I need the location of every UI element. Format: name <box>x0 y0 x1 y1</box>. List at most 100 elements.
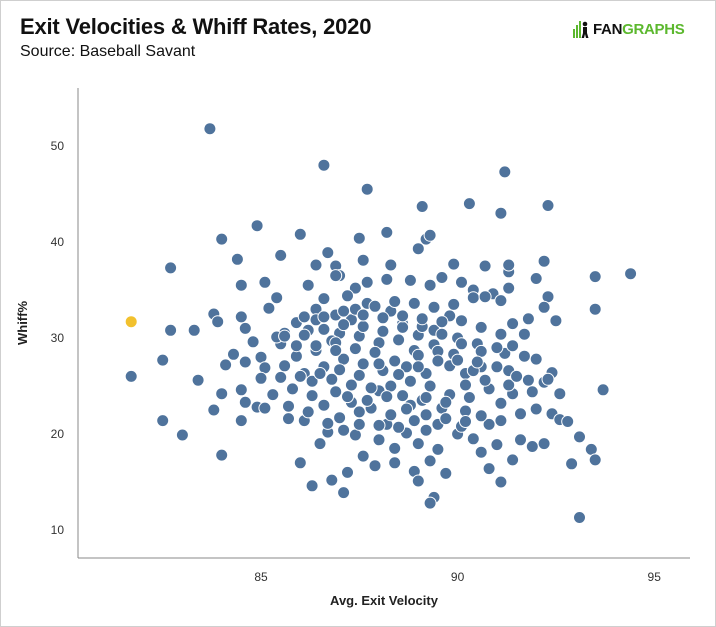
data-point[interactable] <box>270 291 284 305</box>
data-point[interactable] <box>624 267 638 281</box>
data-point[interactable] <box>537 300 551 314</box>
data-point[interactable] <box>187 323 201 337</box>
data-point[interactable] <box>219 358 233 372</box>
data-point[interactable] <box>380 272 394 286</box>
data-point[interactable] <box>305 374 319 388</box>
data-point[interactable] <box>305 389 319 403</box>
data-point[interactable] <box>494 206 508 220</box>
data-point[interactable] <box>462 391 476 404</box>
data-point[interactable] <box>282 412 295 426</box>
data-point[interactable] <box>466 432 480 446</box>
data-point[interactable] <box>301 278 315 292</box>
data-point[interactable] <box>455 337 468 351</box>
data-point[interactable] <box>498 165 512 179</box>
data-point[interactable] <box>455 314 468 328</box>
data-point[interactable] <box>573 430 586 444</box>
data-point[interactable] <box>525 440 539 453</box>
data-point[interactable] <box>537 437 551 451</box>
data-point[interactable] <box>372 357 386 371</box>
data-point[interactable] <box>474 445 488 459</box>
data-point[interactable] <box>521 312 535 326</box>
data-point[interactable] <box>384 258 398 272</box>
data-point[interactable] <box>502 378 516 392</box>
data-point[interactable] <box>380 390 394 404</box>
data-point[interactable] <box>392 333 406 347</box>
data-point[interactable] <box>234 278 248 292</box>
data-point[interactable] <box>541 372 555 386</box>
data-point[interactable] <box>427 300 441 314</box>
data-point[interactable] <box>321 246 335 260</box>
data-point[interactable] <box>372 418 386 432</box>
data-point[interactable] <box>415 200 429 213</box>
data-point[interactable] <box>596 383 610 397</box>
highlighted-data-point[interactable] <box>124 315 138 329</box>
data-point[interactable] <box>372 433 386 447</box>
data-point[interactable] <box>266 388 280 402</box>
data-point[interactable] <box>573 511 586 524</box>
data-point[interactable] <box>317 310 331 324</box>
data-point[interactable] <box>396 320 410 334</box>
data-point[interactable] <box>478 290 492 304</box>
data-point[interactable] <box>482 462 496 476</box>
data-point[interactable] <box>423 278 437 292</box>
data-point[interactable] <box>175 428 189 442</box>
data-point[interactable] <box>293 227 307 241</box>
data-point[interactable] <box>344 378 358 392</box>
data-point[interactable] <box>356 357 370 371</box>
data-point[interactable] <box>376 311 390 325</box>
data-point[interactable] <box>234 383 248 397</box>
data-point[interactable] <box>549 314 563 328</box>
data-point[interactable] <box>392 420 406 434</box>
data-point[interactable] <box>337 318 351 332</box>
data-point[interactable] <box>474 320 488 334</box>
data-point[interactable] <box>293 369 307 383</box>
data-point[interactable] <box>341 289 354 303</box>
data-point[interactable] <box>329 269 343 283</box>
data-point[interactable] <box>227 347 240 361</box>
data-point[interactable] <box>333 363 347 377</box>
data-point[interactable] <box>124 369 138 383</box>
data-point[interactable] <box>447 257 461 271</box>
data-point[interactable] <box>466 291 480 305</box>
data-point[interactable] <box>376 324 390 338</box>
data-point[interactable] <box>282 399 295 413</box>
data-point[interactable] <box>238 395 252 409</box>
data-point[interactable] <box>419 423 433 437</box>
data-point[interactable] <box>506 339 520 353</box>
data-point[interactable] <box>439 395 453 409</box>
data-point[interactable] <box>313 367 327 380</box>
data-point[interactable] <box>447 297 461 311</box>
data-point[interactable] <box>490 360 504 374</box>
data-point[interactable] <box>301 405 315 419</box>
data-point[interactable] <box>258 275 272 289</box>
data-point[interactable] <box>325 473 339 487</box>
data-point[interactable] <box>502 258 516 272</box>
data-point[interactable] <box>250 219 264 233</box>
data-point[interactable] <box>529 272 543 285</box>
data-point[interactable] <box>423 496 437 510</box>
data-point[interactable] <box>317 158 331 172</box>
data-point[interactable] <box>234 310 248 324</box>
data-point[interactable] <box>506 453 520 467</box>
data-point[interactable] <box>368 345 382 359</box>
data-point[interactable] <box>305 479 319 493</box>
data-point[interactable] <box>423 228 437 242</box>
data-point[interactable] <box>396 309 410 323</box>
data-point[interactable] <box>459 378 472 392</box>
data-point[interactable] <box>529 402 543 416</box>
data-point[interactable] <box>455 275 468 289</box>
data-point[interactable] <box>164 261 178 275</box>
data-point[interactable] <box>348 281 362 295</box>
data-point[interactable] <box>439 466 453 480</box>
data-point[interactable] <box>215 387 229 401</box>
data-point[interactable] <box>360 182 374 196</box>
data-point[interactable] <box>411 242 425 256</box>
data-point[interactable] <box>423 379 437 393</box>
data-point[interactable] <box>348 342 362 356</box>
data-point[interactable] <box>360 393 374 407</box>
data-point[interactable] <box>360 275 374 289</box>
data-point[interactable] <box>238 321 252 335</box>
data-point[interactable] <box>352 405 366 419</box>
data-point[interactable] <box>384 408 398 422</box>
data-point[interactable] <box>215 232 229 246</box>
